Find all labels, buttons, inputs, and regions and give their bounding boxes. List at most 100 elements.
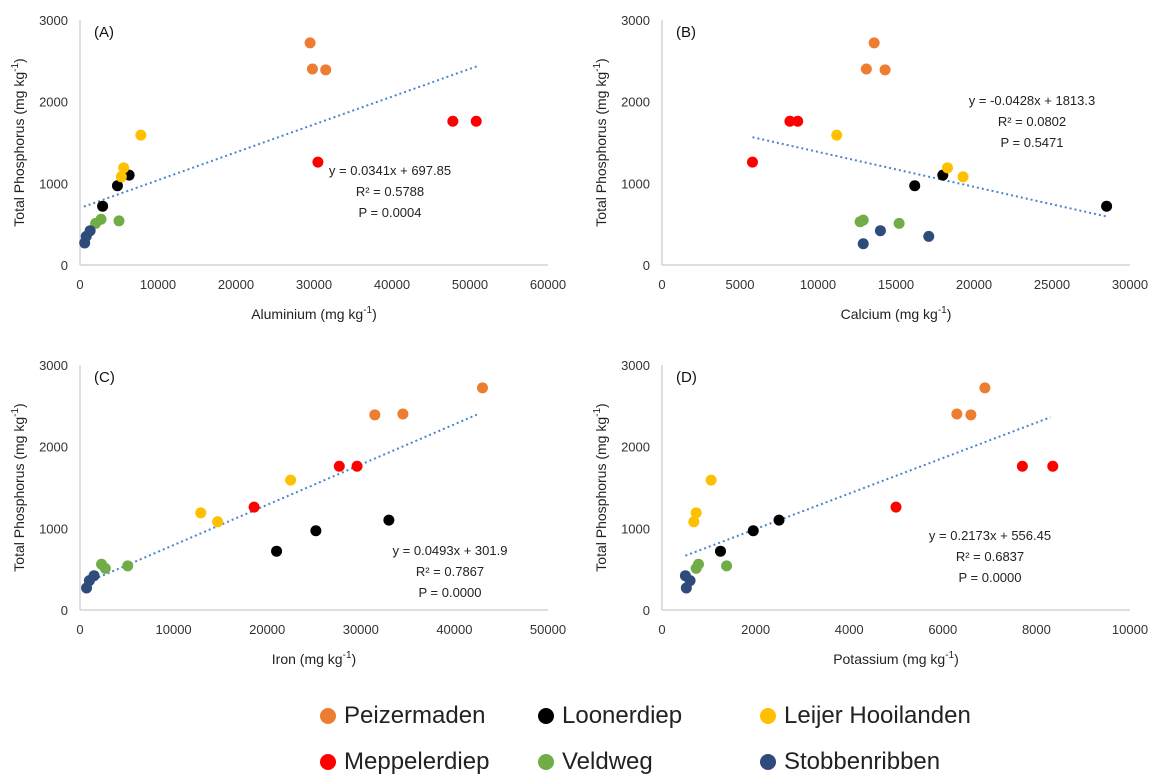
y-tick-label: 3000 <box>621 358 650 373</box>
data-point-meppelerdiep <box>351 460 363 472</box>
y-tick-label: 1000 <box>621 521 650 536</box>
data-point-veldweg <box>893 217 905 229</box>
p-value-label: P = 0.0004 <box>358 205 421 220</box>
data-point-meppelerdiep <box>312 156 324 168</box>
data-point-peizermaden <box>868 37 880 49</box>
legend-item-loonerdiep: Loonerdiep <box>538 702 682 730</box>
legend-item-peizermaden: Peizermaden <box>320 702 485 730</box>
scatter-plot-svg: 0 10000 20000 30000 40000 50000 0 1000 2000 3000 I… <box>10 358 566 667</box>
x-tick-label: 15000 <box>878 277 914 292</box>
y-tick-label: 0 <box>643 603 650 618</box>
data-point-leijer-hooilanden <box>115 171 127 183</box>
y-tick-label: 1000 <box>621 176 650 191</box>
x-tick-label: 10000 <box>140 277 176 292</box>
p-value-label: P = 0.0000 <box>418 585 481 600</box>
data-point-stobbenribben <box>874 225 886 237</box>
y-tick-label: 2000 <box>621 95 650 110</box>
regression-equation: y = 0.2173x + 556.45 <box>929 528 1051 543</box>
x-tick-label: 5000 <box>726 277 755 292</box>
data-point-loonerdiep <box>97 200 109 212</box>
y-axis-label: Total Phosphorus (mg kg-1) <box>592 58 609 226</box>
x-axis-label: Calcium (mg kg-1) <box>841 305 952 322</box>
scatter-plot-svg: 0 10000 20000 30000 40000 50000 60000 0 1000 2000… <box>10 13 566 322</box>
y-axis-label: Total Phosphorus (mg kg-1) <box>10 403 27 571</box>
data-point-leijer-hooilanden <box>690 507 702 519</box>
legend-marker <box>760 708 776 724</box>
p-value-label: P = 0.5471 <box>1000 135 1063 150</box>
data-point-veldweg <box>113 215 125 227</box>
data-point-peizermaden <box>304 37 316 49</box>
scatter-plot-svg: 0 5000 10000 15000 20000 25000 30000 0 1000 2000 3… <box>592 13 1148 322</box>
data-point-loonerdiep <box>909 180 921 192</box>
regression-equation: y = -0.0428x + 1813.3 <box>969 93 1095 108</box>
data-point-meppelerdiep <box>470 115 482 127</box>
data-point-leijer-hooilanden <box>705 474 717 486</box>
data-point-veldweg <box>95 213 107 225</box>
data-point-loonerdiep <box>310 525 322 537</box>
x-tick-label: 2000 <box>741 622 770 637</box>
y-tick-label: 0 <box>61 258 68 273</box>
data-point-peizermaden <box>979 382 991 394</box>
regression-equation: y = 0.0493x + 301.9 <box>393 543 508 558</box>
data-point-peizermaden <box>306 63 318 75</box>
data-point-leijer-hooilanden <box>941 162 953 174</box>
data-point-loonerdiep <box>773 514 785 526</box>
legend-marker <box>538 754 554 770</box>
data-point-meppelerdiep <box>746 156 758 168</box>
data-point-loonerdiep <box>111 180 123 192</box>
p-value-label: P = 0.0000 <box>958 570 1021 585</box>
y-tick-label: 1000 <box>39 521 68 536</box>
data-point-peizermaden <box>369 409 381 421</box>
r-squared-label: R² = 0.7867 <box>416 564 484 579</box>
data-point-leijer-hooilanden <box>285 474 297 486</box>
data-point-peizermaden <box>879 64 891 76</box>
data-point-meppelerdiep <box>890 501 902 513</box>
panel-label: (B) <box>676 24 696 41</box>
x-tick-label: 0 <box>76 277 83 292</box>
data-point-meppelerdiep <box>248 501 260 513</box>
x-tick-label: 30000 <box>1112 277 1148 292</box>
x-tick-label: 20000 <box>218 277 254 292</box>
r-squared-label: R² = 0.6837 <box>956 549 1024 564</box>
x-tick-label: 0 <box>658 622 665 637</box>
data-point-stobbenribben <box>84 225 96 237</box>
legend-label: Veldweg <box>562 748 653 775</box>
data-point-leijer-hooilanden <box>831 129 843 141</box>
panel-label: (C) <box>94 369 115 386</box>
x-tick-label: 30000 <box>296 277 332 292</box>
chart-panel-b: 0 5000 10000 15000 20000 25000 30000 0 1000 2000 3… <box>582 0 1164 340</box>
x-tick-label: 10000 <box>800 277 836 292</box>
trendline <box>685 416 1051 557</box>
data-point-veldweg <box>721 560 733 572</box>
legend-marker <box>538 708 554 724</box>
legend-item-veldweg: Veldweg <box>538 748 653 776</box>
data-point-veldweg <box>693 558 705 570</box>
chart-panel-a: 0 10000 20000 30000 40000 50000 60000 0 1000 2000… <box>0 0 582 340</box>
x-tick-label: 40000 <box>436 622 472 637</box>
x-tick-label: 0 <box>76 622 83 637</box>
x-axis-label: Potassium (mg kg-1) <box>833 650 959 667</box>
y-axis-label: Total Phosphorus (mg kg-1) <box>10 58 27 226</box>
legend-label: Leijer Hooilanden <box>784 702 971 729</box>
y-tick-label: 3000 <box>621 13 650 28</box>
trendline <box>752 136 1107 218</box>
x-axis-label: Aluminium (mg kg-1) <box>251 305 377 322</box>
data-point-leijer-hooilanden <box>688 516 700 528</box>
data-point-stobbenribben <box>684 575 696 587</box>
data-point-meppelerdiep <box>447 115 459 127</box>
data-point-peizermaden <box>860 63 872 75</box>
x-tick-label: 60000 <box>530 277 566 292</box>
y-tick-label: 0 <box>643 258 650 273</box>
data-point-veldweg <box>122 560 134 572</box>
data-point-loonerdiep <box>1101 200 1113 212</box>
data-point-stobbenribben <box>88 570 100 582</box>
panel-label: (A) <box>94 24 114 41</box>
data-point-meppelerdiep <box>792 115 804 127</box>
x-axis-label: Iron (mg kg-1) <box>272 650 356 667</box>
panel-label: (D) <box>676 369 697 386</box>
x-tick-label: 25000 <box>1034 277 1070 292</box>
data-point-veldweg <box>857 214 869 226</box>
data-point-peizermaden <box>951 408 963 420</box>
data-point-loonerdiep <box>271 545 283 557</box>
x-tick-label: 20000 <box>249 622 285 637</box>
